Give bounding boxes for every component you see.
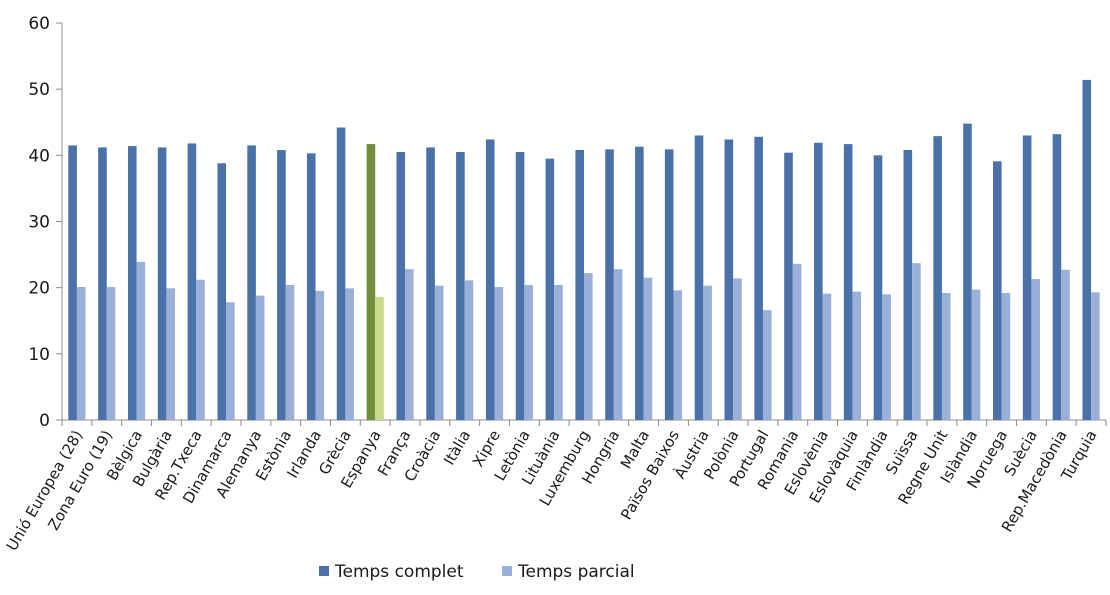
bar-temps-parcial (882, 294, 891, 420)
legend: Temps complet Temps parcial (319, 562, 635, 582)
bar-temps-parcial (673, 290, 683, 420)
y-tick-label: 50 (28, 80, 50, 100)
legend-swatch (319, 566, 329, 576)
bar-temps-parcial (762, 310, 772, 420)
bar-temps-parcial (315, 290, 325, 420)
bar-temps-complet (68, 145, 77, 421)
bar-temps-parcial (554, 285, 563, 420)
bar-temps-complet (1052, 134, 1062, 420)
bar-temps-complet (426, 147, 435, 421)
bar-temps-parcial (613, 269, 623, 420)
bar-temps-parcial (733, 278, 742, 420)
bar-temps-complet (515, 152, 525, 420)
y-tick-label: 40 (28, 146, 50, 166)
y-tick-label: 60 (28, 14, 50, 34)
bar-temps-parcial (285, 285, 295, 420)
bar-temps-parcial (1001, 292, 1011, 420)
bar-temps-complet (814, 142, 823, 421)
bar-temps-parcial (1031, 279, 1041, 420)
y-axis-ticks: 0 10 20 30 40 50 60 (28, 14, 62, 431)
bar-temps-complet (98, 147, 107, 421)
bar-temps-parcial (76, 287, 86, 420)
bar-temps-complet (485, 139, 495, 420)
bar-temps-complet (843, 144, 853, 420)
bar-temps-complet (157, 147, 167, 421)
bar-temps-parcial (1091, 292, 1100, 420)
bar-temps-complet (635, 146, 644, 420)
bar-temps-parcial (136, 261, 146, 420)
bar-temps-parcial (255, 295, 265, 420)
bar-temps-parcial (345, 288, 354, 420)
bar-temps-complet (664, 149, 674, 420)
bar-temps-complet (963, 123, 972, 420)
bar-temps-parcial (852, 291, 862, 420)
bar-temps-complet (754, 136, 763, 420)
bar-temps-parcial (196, 279, 205, 420)
bar-temps-complet (784, 152, 793, 421)
bar-temps-complet (605, 149, 614, 420)
bar-temps-parcial (703, 285, 712, 420)
bar-temps-complet (217, 163, 227, 421)
bar-temps-complet (933, 136, 942, 420)
y-tick-label: 10 (28, 345, 50, 365)
y-tick-label: 20 (28, 279, 50, 299)
bar-temps-parcial (166, 288, 175, 420)
bar-temps-parcial (434, 285, 444, 420)
legend-swatch (502, 566, 512, 576)
bar-temps-complet (187, 143, 197, 420)
bar-temps-parcial (971, 289, 981, 420)
bar-temps-parcial (822, 293, 832, 420)
bar-temps-complet (1082, 79, 1092, 421)
bar-temps-parcial (792, 263, 802, 420)
bar-temps-parcial (106, 287, 116, 420)
bar-temps-complet (724, 139, 734, 420)
legend-label: Temps parcial (517, 562, 635, 582)
bar-temps-complet (694, 135, 704, 420)
y-tick-label: 30 (28, 213, 50, 233)
bar-temps-complet (456, 152, 465, 420)
bar-temps-parcial (494, 287, 504, 420)
bar-temps-complet (873, 155, 883, 421)
bar-temps-parcial (464, 280, 474, 420)
bar-temps-complet (903, 150, 913, 421)
bar-temps-parcial (375, 296, 384, 420)
bar-temps-complet (366, 144, 376, 420)
bar-temps-complet (396, 152, 406, 420)
bar-temps-parcial (584, 273, 593, 420)
x-axis-ticks: Unió Europea (28)Zona Euro (19)BèlgicaBu… (3, 420, 1107, 554)
bar-temps-parcial (941, 292, 951, 420)
bar-temps-complet (336, 127, 346, 420)
bar-temps-parcial (643, 277, 653, 420)
bar-temps-parcial (1061, 269, 1070, 420)
bar-temps-complet (277, 150, 286, 421)
bar-temps-parcial (524, 285, 533, 420)
bar-temps-complet (306, 153, 316, 420)
bar-temps-complet (247, 145, 256, 421)
bar-temps-complet (545, 158, 555, 420)
bar-temps-parcial (405, 269, 414, 420)
bar-temps-complet (575, 150, 584, 421)
bar-temps-complet (127, 146, 137, 420)
bar-temps-complet (1022, 135, 1032, 420)
y-tick-label: 0 (39, 411, 50, 431)
legend-label: Temps complet (334, 562, 464, 582)
bar-temps-parcial (912, 263, 921, 420)
bar-temps-complet (993, 161, 1002, 420)
bar-temps-parcial (226, 302, 235, 420)
bars (68, 79, 1100, 421)
